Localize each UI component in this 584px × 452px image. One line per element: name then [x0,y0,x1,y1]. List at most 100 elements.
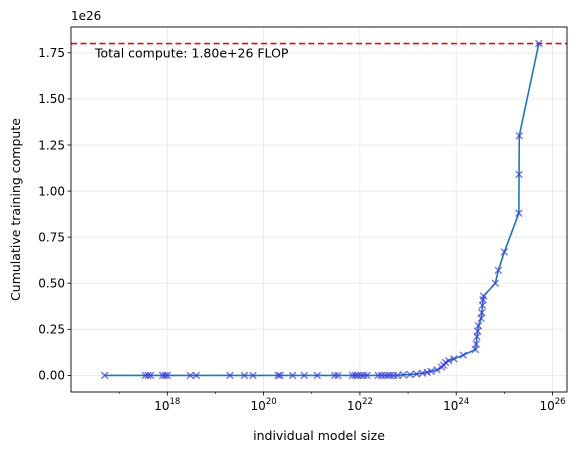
data-point-marker [363,371,371,380]
plot-area-frame [70,26,568,393]
x-tick-label: 1026 [539,397,565,413]
data-point-marker [374,371,383,380]
data-point-marker [351,371,360,380]
data-point-marker [240,371,249,380]
marker-stroke [144,371,152,380]
marker-stroke [351,371,360,380]
marker-stroke [384,371,392,380]
marker-stroke [186,371,195,380]
data-point-marker [433,366,441,374]
data-point-marker [100,371,109,380]
marker-stroke [515,131,524,140]
data-point-marker [450,355,458,363]
marker-stroke [472,340,480,348]
marker-stroke [100,371,109,380]
data-point-marker [334,371,342,380]
data-point-marker [144,371,152,380]
data-point-marker [459,351,468,359]
data-point-marker [300,371,309,380]
y-tick-label: 0.25 [38,323,65,337]
marker-stroke [478,308,486,317]
y-offset-label: 1e26 [71,9,101,23]
marker-stroke [146,371,155,380]
marker-stroke [192,371,201,380]
data-point-marker [330,371,339,380]
data-point-marker [163,371,172,380]
x-tick-label: 1022 [347,397,373,413]
marker-stroke [515,170,523,179]
data-point-marker [399,371,408,379]
marker-stroke [474,321,483,330]
data-point-marker [494,266,503,275]
marker-stroke [478,301,487,310]
marker-stroke [313,371,322,380]
data-point-marker [357,371,365,380]
data-point-marker [406,370,414,379]
data-point-marker [192,371,201,380]
y-tick-label: 1.75 [38,46,65,60]
data-point-marker [276,371,284,380]
marker-stroke [399,371,408,379]
data-point-marker [249,371,257,380]
data-point-marker [515,170,523,179]
marker-stroke [473,327,482,335]
data-point-marker [161,371,169,380]
data-point-marker [393,371,402,380]
data-point-marker [353,371,362,380]
marker-stroke [374,371,383,380]
marker-stroke [450,355,458,363]
marker-stroke [473,332,481,341]
data-point-marker [500,248,509,256]
marker-stroke [427,367,435,376]
marker-stroke [459,351,468,359]
y-tick-label: 0.75 [38,230,65,244]
cumulative-compute-line [104,43,540,377]
marker-stroke [477,314,485,323]
x-axis-title: individual model size [253,428,385,443]
marker-stroke [300,371,309,380]
marker-stroke [393,371,402,380]
total-compute-annotation: Total compute: 1.80e+26 FLOP [94,46,289,61]
marker-stroke [353,371,362,380]
marker-stroke [471,345,480,354]
data-point-marker [491,279,500,288]
data-point-marker [412,370,421,378]
data-point-marker [359,371,368,380]
marker-stroke [330,371,339,380]
marker-stroke [406,370,414,379]
data-point-marker [427,367,435,376]
data-point-marker [274,371,282,380]
marker-stroke [418,369,427,377]
data-point-marker [444,356,453,365]
marker-stroke [494,266,503,275]
grid-lines [71,27,567,392]
data-point-marker [472,340,480,348]
data-point-marker [535,39,543,48]
y-tick-label: 1.25 [38,138,65,152]
y-tick-label: 1.00 [38,184,65,198]
marker-stroke [249,371,257,380]
series-layer [100,39,543,380]
data-point-marker [479,292,488,300]
y-tick-label: 0.50 [38,277,65,291]
data-point-marker [288,371,297,380]
marker-stroke [412,370,421,378]
marker-stroke [479,292,488,300]
data-point-marker [381,371,389,380]
marker-stroke [444,356,453,365]
marker-stroke [381,371,389,380]
marker-stroke [535,39,543,48]
marker-stroke [161,371,169,380]
marker-stroke [357,371,365,380]
marker-stroke [359,371,368,380]
data-point-marker [384,371,392,380]
data-point-marker [313,371,322,380]
data-point-marker [146,371,155,380]
marker-stroke [433,366,441,374]
data-point-marker [478,308,486,317]
marker-stroke [500,248,509,256]
tick-layer: 1018 1020 1022 1024 1026 0.00 0.25 0.50 0.75 1.00… [38,46,565,413]
marker-stroke [163,371,172,380]
data-point-marker [515,209,523,217]
